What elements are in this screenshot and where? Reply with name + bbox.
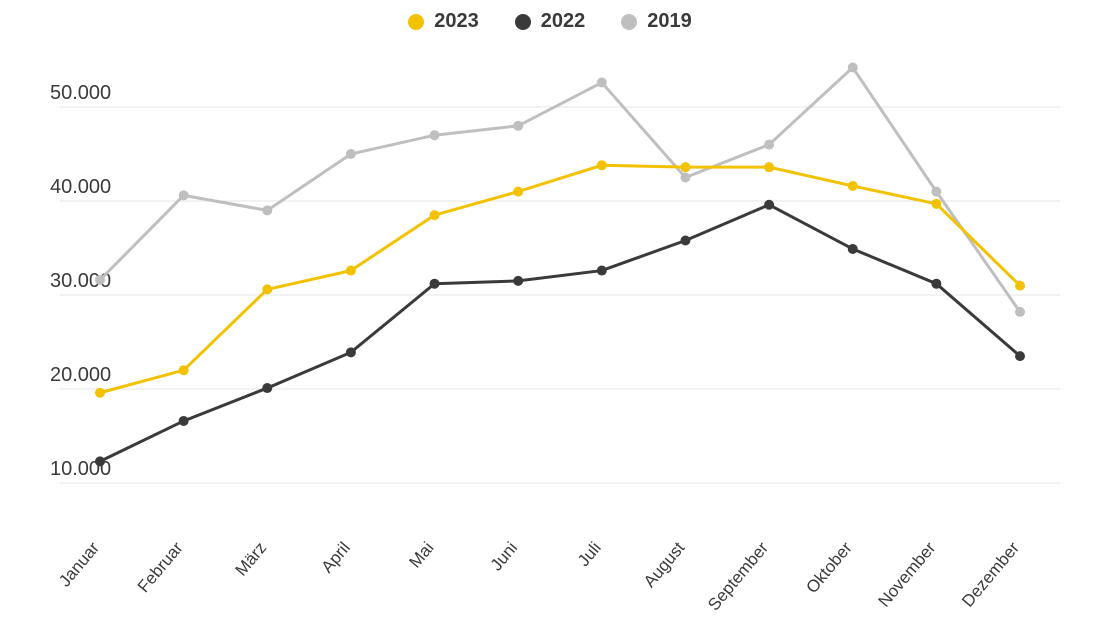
series-marker-2023 xyxy=(179,365,189,375)
series-marker-2023 xyxy=(597,160,607,170)
series-marker-2023 xyxy=(764,162,774,172)
chart-svg: 10.00020.00030.00040.00050.000JanuarFebr… xyxy=(0,0,1100,619)
y-tick-label: 20.000 xyxy=(50,364,111,386)
y-tick-label: 50.000 xyxy=(50,82,111,104)
series-line-2023 xyxy=(100,165,1020,392)
y-tick-label: 40.000 xyxy=(50,176,111,198)
x-tick-label: Mai xyxy=(405,538,437,571)
series-marker-2019 xyxy=(430,130,440,140)
series-marker-2019 xyxy=(513,121,523,131)
series-marker-2022 xyxy=(430,279,440,289)
line-chart: 202320222019 10.00020.00030.00040.00050.… xyxy=(0,0,1100,619)
series-marker-2022 xyxy=(346,347,356,357)
series-marker-2019 xyxy=(1015,307,1025,317)
series-marker-2019 xyxy=(680,173,690,183)
series-marker-2019 xyxy=(179,190,189,200)
x-tick-label: April xyxy=(318,538,354,576)
x-tick-label: November xyxy=(874,538,939,611)
series-line-2022 xyxy=(100,205,1020,462)
x-tick-label: August xyxy=(640,538,689,591)
x-tick-label: Juni xyxy=(487,538,522,574)
series-marker-2023 xyxy=(262,284,272,294)
series-marker-2022 xyxy=(513,276,523,286)
series-marker-2023 xyxy=(430,210,440,220)
series-marker-2023 xyxy=(1015,281,1025,291)
series-marker-2023 xyxy=(848,181,858,191)
x-tick-label: März xyxy=(231,538,270,579)
series-marker-2019 xyxy=(931,187,941,197)
series-marker-2022 xyxy=(680,235,690,245)
series-marker-2022 xyxy=(931,279,941,289)
series-marker-2023 xyxy=(931,199,941,209)
series-marker-2023 xyxy=(513,187,523,197)
x-tick-label: Februar xyxy=(134,538,187,596)
series-marker-2022 xyxy=(179,416,189,426)
series-marker-2023 xyxy=(95,388,105,398)
series-marker-2022 xyxy=(1015,351,1025,361)
x-tick-label: Oktober xyxy=(802,538,856,597)
series-marker-2023 xyxy=(680,162,690,172)
series-marker-2022 xyxy=(597,266,607,276)
series-marker-2019 xyxy=(848,63,858,73)
series-marker-2022 xyxy=(262,383,272,393)
series-marker-2019 xyxy=(764,140,774,150)
x-tick-label: Januar xyxy=(55,538,103,590)
series-marker-2022 xyxy=(95,456,105,466)
series-marker-2019 xyxy=(262,205,272,215)
series-marker-2023 xyxy=(346,266,356,276)
series-marker-2022 xyxy=(764,200,774,210)
x-tick-label: September xyxy=(704,538,772,614)
series-marker-2019 xyxy=(346,149,356,159)
x-tick-label: Juli xyxy=(574,538,605,570)
series-marker-2019 xyxy=(597,78,607,88)
series-marker-2019 xyxy=(95,275,105,285)
x-tick-label: Dezember xyxy=(958,538,1023,611)
series-marker-2022 xyxy=(848,244,858,254)
